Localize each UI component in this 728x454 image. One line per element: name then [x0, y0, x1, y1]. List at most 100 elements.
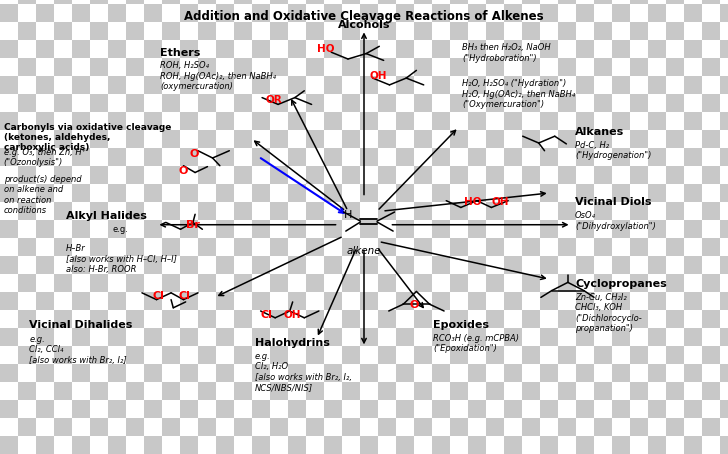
Bar [216, 436, 234, 454]
Bar [432, 310, 450, 328]
Bar [18, 292, 36, 310]
Bar [702, 58, 720, 76]
Bar [216, 184, 234, 202]
Bar [396, 382, 414, 400]
Bar [648, 94, 666, 112]
Bar [90, 40, 108, 58]
Bar [594, 400, 612, 418]
Bar [36, 418, 54, 436]
Bar [126, 166, 144, 184]
Bar [720, 130, 728, 148]
Bar [684, 400, 702, 418]
Bar [234, 40, 252, 58]
Bar [702, 382, 720, 400]
Bar [630, 166, 648, 184]
Bar [72, 436, 90, 454]
Bar [342, 364, 360, 382]
Bar [576, 238, 594, 256]
Bar [576, 256, 594, 274]
Bar [342, 292, 360, 310]
Bar [198, 400, 216, 418]
Bar [18, 22, 36, 40]
Bar [342, 94, 360, 112]
Bar [468, 274, 486, 292]
Text: Halohydrins: Halohydrins [255, 338, 330, 348]
Bar [288, 166, 306, 184]
Bar [90, 184, 108, 202]
Bar [702, 346, 720, 364]
Text: Ethers: Ethers [160, 48, 200, 58]
Text: e.g. O₃, then Zn, H⁺
("Ozonolysis"): e.g. O₃, then Zn, H⁺ ("Ozonolysis") [4, 148, 86, 167]
Bar [576, 364, 594, 382]
Bar [396, 202, 414, 220]
Bar [216, 202, 234, 220]
Bar [576, 220, 594, 238]
Text: O: O [410, 300, 419, 310]
Bar [126, 364, 144, 382]
Bar [702, 328, 720, 346]
Bar [666, 58, 684, 76]
Bar [162, 418, 180, 436]
Text: alkene: alkene [347, 246, 381, 256]
Bar [702, 220, 720, 238]
Bar [126, 148, 144, 166]
Bar [540, 436, 558, 454]
Bar [540, 400, 558, 418]
Bar [720, 400, 728, 418]
Bar [180, 76, 198, 94]
Bar [36, 202, 54, 220]
Bar [576, 202, 594, 220]
Bar [162, 436, 180, 454]
Bar [306, 256, 324, 274]
Bar [468, 166, 486, 184]
Bar [594, 184, 612, 202]
Bar [432, 166, 450, 184]
Bar [468, 292, 486, 310]
Bar [612, 400, 630, 418]
Bar [0, 238, 18, 256]
Bar [342, 400, 360, 418]
Bar [486, 148, 504, 166]
Bar [378, 40, 396, 58]
Bar [360, 274, 378, 292]
Bar [252, 94, 270, 112]
Bar [306, 112, 324, 130]
Bar [432, 220, 450, 238]
Bar [270, 382, 288, 400]
Bar [630, 364, 648, 382]
Bar [144, 346, 162, 364]
Bar [558, 40, 576, 58]
Bar [612, 112, 630, 130]
Bar [378, 76, 396, 94]
Bar [216, 166, 234, 184]
Bar [360, 94, 378, 112]
Bar [72, 292, 90, 310]
Bar [216, 328, 234, 346]
Bar [450, 220, 468, 238]
Bar [36, 310, 54, 328]
Bar [162, 94, 180, 112]
Bar [54, 436, 72, 454]
Bar [162, 310, 180, 328]
Bar [360, 436, 378, 454]
Bar [594, 4, 612, 22]
Bar [288, 4, 306, 22]
Bar [468, 436, 486, 454]
Bar [162, 382, 180, 400]
Bar [144, 0, 162, 4]
Bar [558, 382, 576, 400]
Bar [594, 58, 612, 76]
Bar [450, 400, 468, 418]
Bar [378, 310, 396, 328]
Bar [612, 364, 630, 382]
Bar [486, 418, 504, 436]
Bar [288, 310, 306, 328]
Bar [216, 400, 234, 418]
Bar [18, 148, 36, 166]
Bar [396, 76, 414, 94]
Bar [522, 40, 540, 58]
Bar [486, 76, 504, 94]
Text: Epoxides: Epoxides [433, 320, 489, 330]
Bar [486, 202, 504, 220]
Bar [594, 292, 612, 310]
